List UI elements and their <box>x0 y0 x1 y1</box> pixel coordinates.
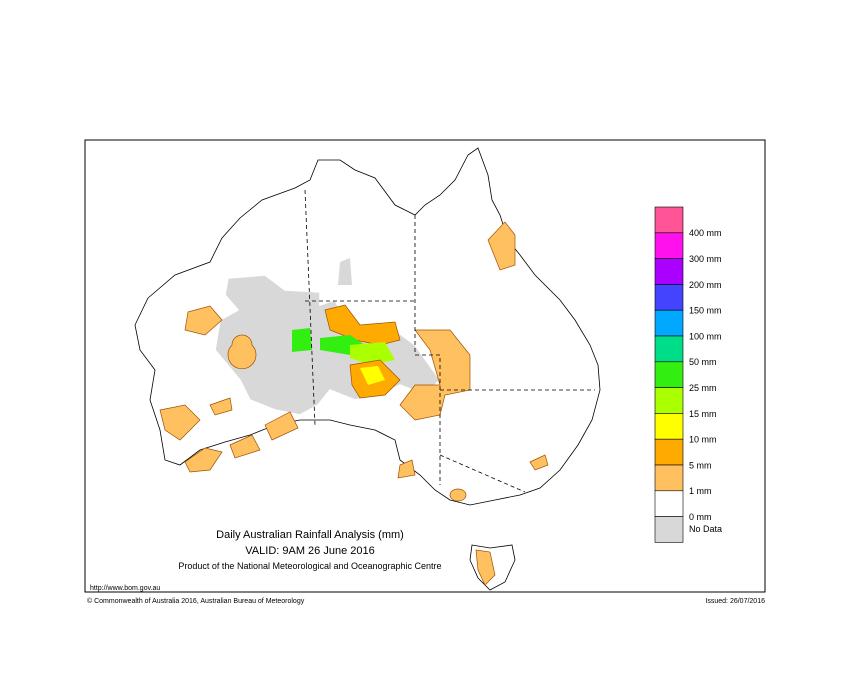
legend-swatch <box>654 413 684 440</box>
rain-25mm <box>292 328 365 355</box>
legend-swatch <box>654 438 684 466</box>
legend-label: 150 mm <box>689 306 722 316</box>
rain-1mm <box>487 221 516 271</box>
legend-label: No Data <box>689 524 722 534</box>
rain-1mm <box>184 411 299 473</box>
legend-label: 300 mm <box>689 254 722 264</box>
copyright: © Commonwealth of Australia 2016, Austra… <box>87 597 305 605</box>
rain-1mm <box>184 305 223 336</box>
legend-swatch <box>654 464 684 492</box>
legend-swatch <box>654 490 684 517</box>
product-note: Product of the National Meteorological a… <box>178 561 441 571</box>
legend: 400 mm 300 mm 200 mm 150 mm 100 mm 50 mm 25 mm… <box>654 206 722 543</box>
legend-label: 0 mm <box>689 512 712 522</box>
legend-swatch <box>654 516 684 543</box>
legend-label: 25 mm <box>689 383 717 393</box>
legend-swatch <box>654 232 684 259</box>
rain-15mm <box>350 342 395 365</box>
legend-swatch <box>654 284 684 311</box>
issued-date: Issued: 26/07/2016 <box>705 598 765 605</box>
legend-swatch <box>654 387 684 414</box>
rain-5mm <box>324 304 401 346</box>
map <box>134 147 601 591</box>
rain-1mm <box>227 334 257 370</box>
legend-label: 50 mm <box>689 357 717 367</box>
legend-swatch <box>654 258 684 285</box>
rain-1mm <box>159 397 233 441</box>
legend-label: 200 mm <box>689 280 722 290</box>
legend-swatch <box>654 361 684 388</box>
legend-label: 15 mm <box>689 409 717 419</box>
legend-label: 400 mm <box>689 228 722 238</box>
valid-time: VALID: 9AM 26 June 2016 <box>245 545 374 557</box>
rain-1mm <box>399 329 471 421</box>
legend-label: 1 mm <box>689 486 712 496</box>
map-title: Daily Australian Rainfall Analysis (mm) <box>216 529 404 541</box>
legend-label: 100 mm <box>689 331 722 341</box>
legend-swatch <box>654 206 684 234</box>
rain-10mm <box>360 366 385 385</box>
rain-1mm <box>475 549 496 586</box>
legend-label: 10 mm <box>689 435 717 445</box>
source-url: http://www.bom.gov.au <box>90 585 160 592</box>
no-data-area <box>338 258 352 285</box>
legend-swatch <box>654 335 684 363</box>
rain-1mm <box>397 454 549 502</box>
legend-swatch <box>654 309 684 337</box>
legend-label: 5 mm <box>689 460 712 470</box>
